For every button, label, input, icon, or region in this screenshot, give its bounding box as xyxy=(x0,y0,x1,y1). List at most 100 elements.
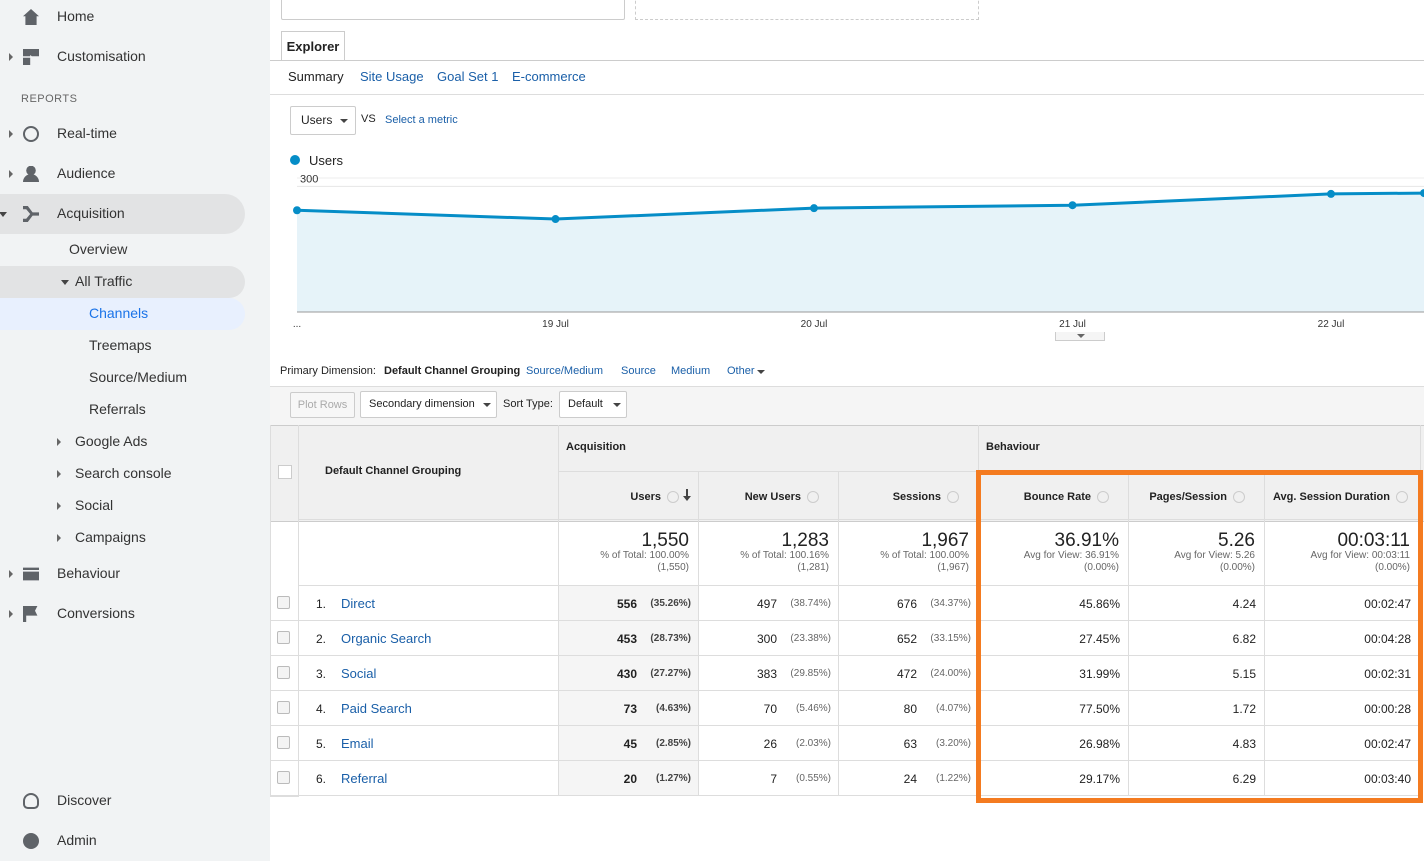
checkbox[interactable] xyxy=(277,666,290,679)
nav-item[interactable]: Conversions xyxy=(57,605,135,621)
point xyxy=(1420,189,1424,198)
nav-item[interactable]: Source/Medium xyxy=(89,369,188,385)
legend-dot xyxy=(290,155,300,165)
dimension-active[interactable]: Default Channel Grouping xyxy=(384,365,521,377)
nav-item[interactable]: Behaviour xyxy=(57,565,121,581)
cell-pct: (1.27%) xyxy=(655,773,691,784)
plot-rows-button[interactable]: Plot Rows xyxy=(290,392,355,418)
nav-item[interactable]: Treemaps xyxy=(89,337,152,353)
cell xyxy=(559,472,699,520)
nav-item[interactable]: Acquisition xyxy=(57,205,125,221)
help-icon[interactable] xyxy=(947,491,959,504)
row-index: 3. xyxy=(316,667,327,681)
x-tick-label: 19 Jul xyxy=(542,319,569,330)
dimension-option[interactable]: Source xyxy=(621,365,656,377)
metric-select[interactable]: Users xyxy=(290,106,356,135)
sort-select[interactable]: Default xyxy=(559,391,627,418)
help-icon[interactable] xyxy=(667,491,679,504)
nav-item[interactable]: Real-time xyxy=(57,125,117,141)
header-text[interactable]: Users xyxy=(630,491,661,503)
subtab[interactable]: E-commerce xyxy=(512,69,586,84)
total-note: (0.00%) xyxy=(1374,562,1410,573)
cell-pct: (28.73%) xyxy=(650,633,691,644)
checkbox[interactable] xyxy=(277,631,290,644)
tab[interactable]: Explorer xyxy=(281,31,345,61)
nav-item[interactable]: Search console xyxy=(75,465,172,481)
nav-item[interactable]: Admin xyxy=(57,832,97,848)
nav-highlight xyxy=(0,266,245,298)
row-index: 4. xyxy=(316,702,327,716)
cell-value: 453 xyxy=(616,632,637,646)
header-text[interactable]: Bounce Rate xyxy=(1023,491,1091,503)
cell xyxy=(979,586,1129,621)
cell xyxy=(270,691,299,726)
chart-handle[interactable] xyxy=(1055,332,1105,341)
expand-arrow xyxy=(57,502,61,510)
help-icon[interactable] xyxy=(1395,491,1408,504)
dimension-option[interactable]: Other xyxy=(727,365,755,377)
expand-arrow xyxy=(61,280,69,285)
header-text[interactable]: Pages/Session xyxy=(1149,491,1227,503)
help-icon[interactable] xyxy=(807,491,819,504)
cell xyxy=(559,586,699,621)
nav-icon xyxy=(23,49,39,65)
nav-item[interactable]: Channels xyxy=(89,305,149,321)
cell xyxy=(979,621,1129,656)
cell-value: 00:04:28 xyxy=(1364,632,1411,646)
nav-item[interactable]: Campaigns xyxy=(75,529,146,545)
nav-item[interactable]: Audience xyxy=(57,165,116,181)
cell xyxy=(1129,656,1265,691)
cell-pct: (4.63%) xyxy=(655,703,691,714)
cell xyxy=(270,586,299,621)
cell-value: 4.24 xyxy=(1232,597,1256,611)
cell xyxy=(979,425,1421,472)
subtab[interactable]: Site Usage xyxy=(360,69,424,84)
checkbox[interactable] xyxy=(277,736,290,749)
header-text[interactable]: Sessions xyxy=(892,491,941,503)
cell-pct: (0.55%) xyxy=(795,773,831,784)
nav-item[interactable]: Referrals xyxy=(89,401,146,417)
column-header: Bounce Rate xyxy=(979,491,1109,504)
nav-item[interactable]: Overview xyxy=(69,241,128,257)
cell xyxy=(699,520,839,586)
row-name[interactable]: Direct xyxy=(341,596,375,611)
select-metric[interactable]: Select a metric xyxy=(385,114,458,126)
checkbox[interactable] xyxy=(277,701,290,714)
cell xyxy=(979,472,1129,520)
total-note: % of Total: 100.16% xyxy=(740,550,829,561)
checkbox[interactable] xyxy=(277,596,290,609)
expand-arrow xyxy=(9,130,13,138)
cell xyxy=(699,761,839,796)
total-value: 36.91% xyxy=(1054,530,1119,551)
nav-item[interactable]: Google Ads xyxy=(75,433,148,449)
cell-value: 45 xyxy=(623,737,637,751)
dimension-rule xyxy=(270,386,1424,387)
help-icon[interactable] xyxy=(1233,491,1245,504)
metric-label: Users xyxy=(301,113,333,127)
row-name[interactable]: Referral xyxy=(341,771,388,786)
row-name[interactable]: Email xyxy=(341,736,374,751)
nav-item[interactable]: Customisation xyxy=(57,48,146,64)
caret xyxy=(757,370,765,374)
header-text[interactable]: New Users xyxy=(744,491,801,503)
cell-value: 29.17% xyxy=(1079,772,1120,786)
nav-item[interactable]: Social xyxy=(75,497,114,513)
help-icon[interactable] xyxy=(1097,491,1109,504)
secondary-dimension[interactable]: Secondary dimension xyxy=(360,391,497,418)
subtab[interactable]: Goal Set 1 xyxy=(437,69,499,84)
group-header: Behaviour xyxy=(986,441,1040,453)
checkbox[interactable] xyxy=(277,771,290,784)
nav-item[interactable]: Discover xyxy=(57,792,112,808)
cell-pct: (35.26%) xyxy=(650,598,691,609)
cell-value: 00:02:31 xyxy=(1364,667,1411,681)
dimension-option[interactable]: Source/Medium xyxy=(526,365,604,377)
nav-item[interactable]: Home xyxy=(57,8,95,24)
header-text[interactable]: Avg. Session Duration xyxy=(1273,491,1390,503)
cell xyxy=(299,691,559,726)
subtab[interactable]: Summary xyxy=(288,69,344,84)
row-name[interactable]: Social xyxy=(341,666,377,681)
dimension-option[interactable]: Medium xyxy=(671,365,711,377)
row-name[interactable]: Paid Search xyxy=(341,701,412,716)
row-name[interactable]: Organic Search xyxy=(341,631,432,646)
nav-item[interactable]: All Traffic xyxy=(75,273,133,289)
